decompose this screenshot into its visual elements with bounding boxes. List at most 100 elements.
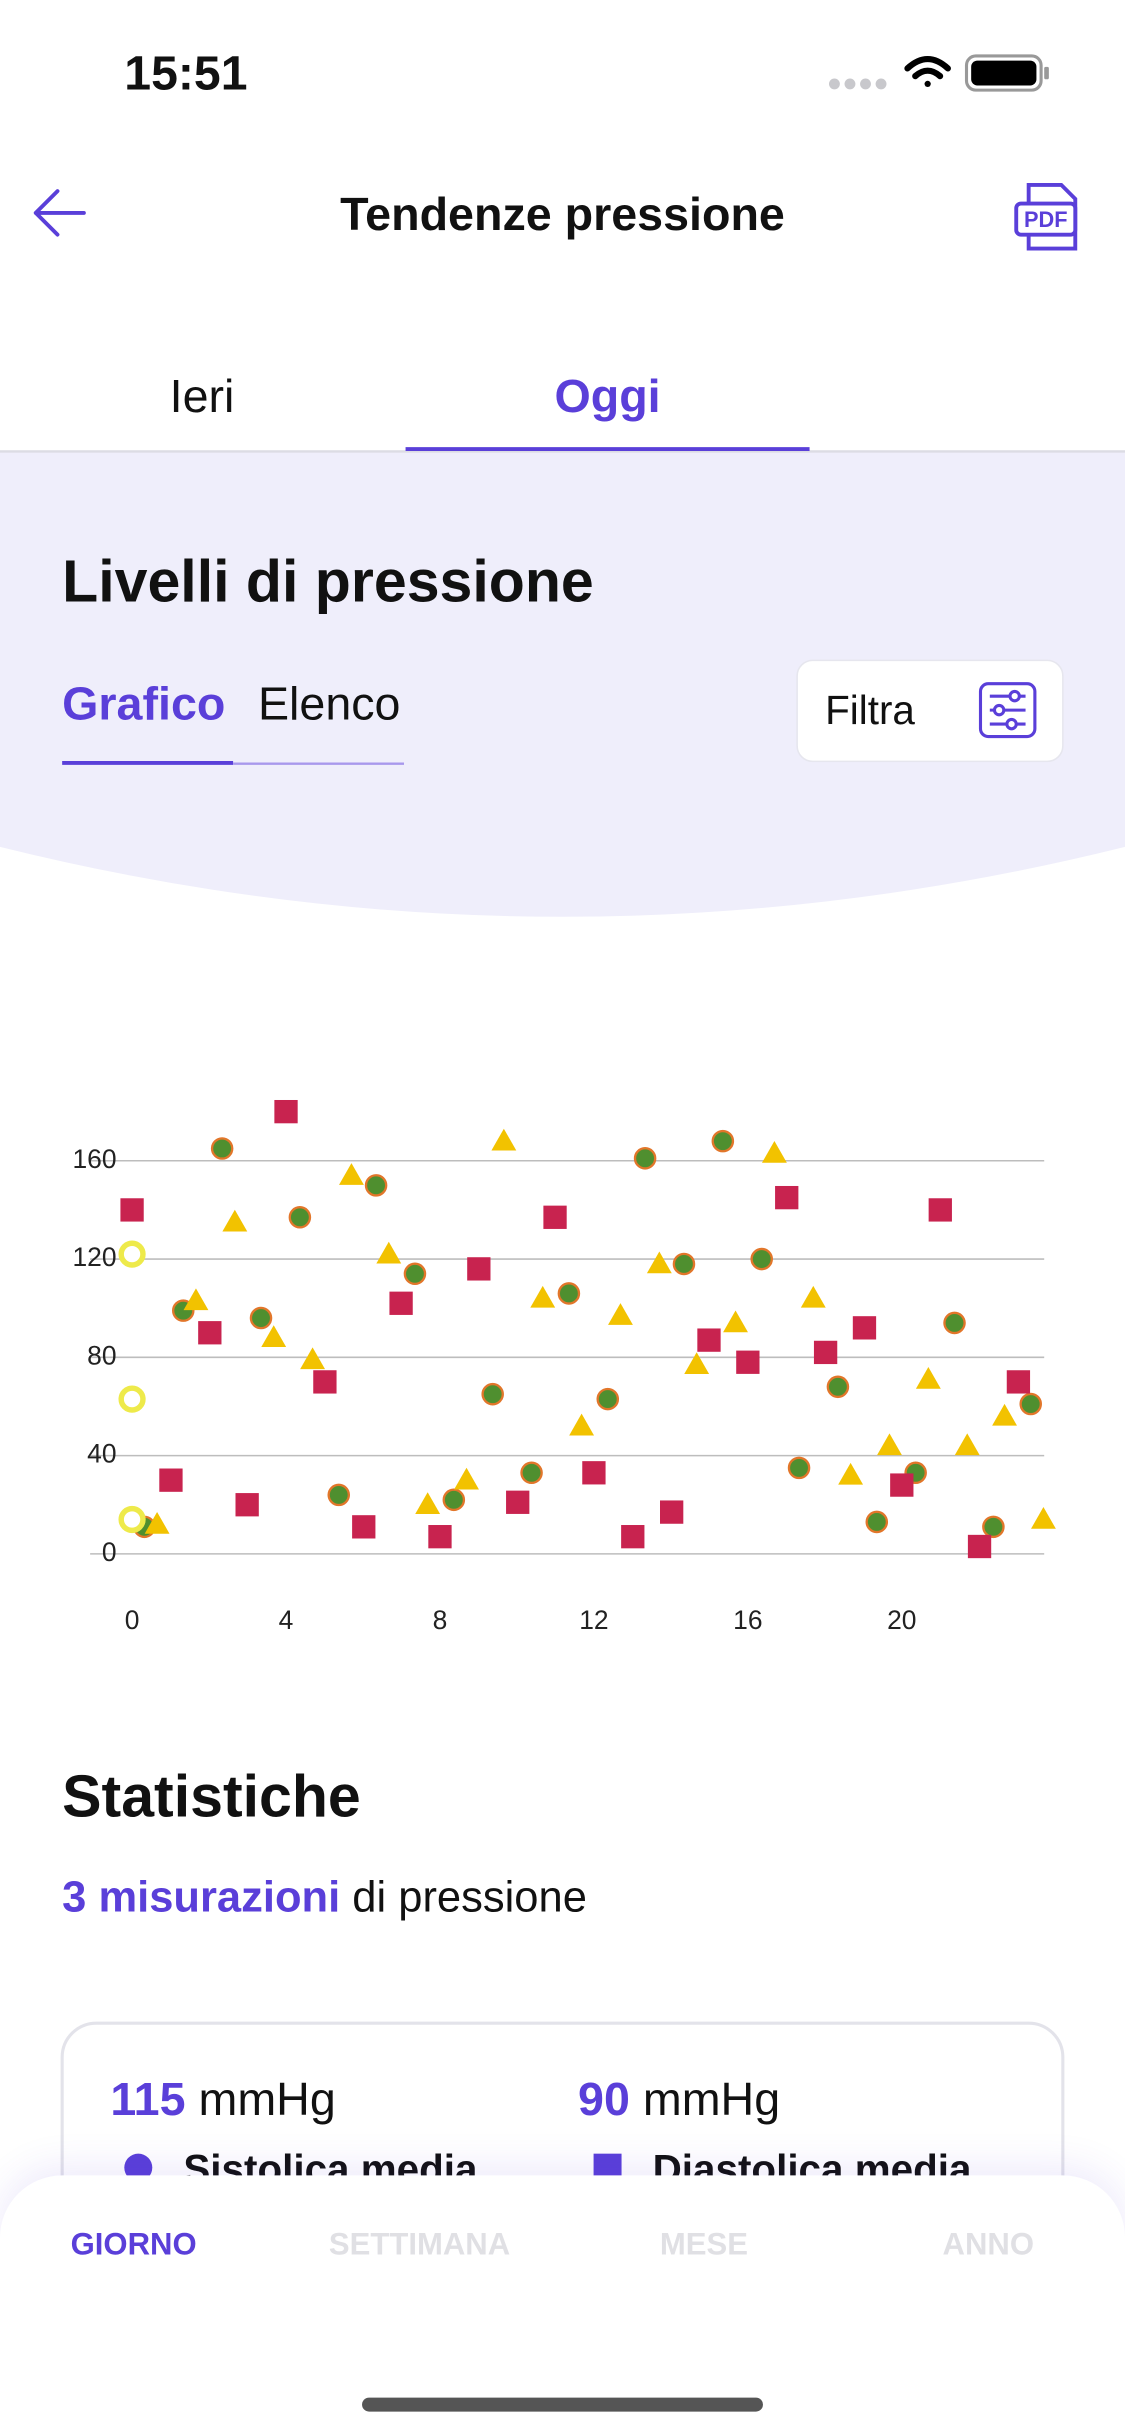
day-tab-active[interactable]: Oggi: [554, 371, 661, 423]
triangle-point: [915, 1367, 941, 1389]
count-highlight: 3 misurazioni: [62, 1872, 341, 1921]
triangle-point: [877, 1433, 902, 1456]
triangle-point: [183, 1288, 209, 1311]
circle-point: [249, 1306, 273, 1330]
square-point: [621, 1525, 645, 1549]
section-background: [0, 452, 1125, 917]
ring-point: [118, 1240, 146, 1268]
square-point: [313, 1370, 337, 1394]
triangle-point: [838, 1462, 864, 1485]
circle-point: [442, 1488, 466, 1512]
filter-icon: [978, 682, 1037, 739]
x-tick-label: 0: [125, 1605, 140, 1635]
period-tab[interactable]: ANNO: [942, 2228, 1035, 2263]
triangle-point: [992, 1403, 1017, 1426]
back-arrow[interactable]: [33, 189, 86, 237]
triangle-point: [684, 1352, 710, 1375]
y-tick-label: 120: [72, 1242, 116, 1272]
triangle-point: [415, 1492, 441, 1515]
square-point: [198, 1321, 222, 1345]
triangle-point: [222, 1209, 248, 1232]
triangle-point: [723, 1310, 748, 1333]
circle-point: [672, 1252, 696, 1276]
circle-point: [787, 1456, 811, 1480]
square-point: [775, 1185, 799, 1210]
circle-point: [481, 1382, 504, 1406]
triangle-point: [800, 1285, 826, 1308]
view-tab[interactable]: Elenco: [257, 679, 401, 731]
circle-point: [943, 1311, 966, 1335]
circle-point: [596, 1387, 620, 1411]
square-point: [1006, 1370, 1031, 1394]
triangle-point: [569, 1413, 595, 1436]
chart: 0 40 80 120 160 0 4 8 12 16 20: [72, 1099, 1056, 1635]
triangle-point: [261, 1325, 287, 1347]
period-tab-active[interactable]: GIORNO: [70, 2228, 197, 2263]
y-tick-label: 160: [72, 1144, 116, 1174]
triangle-point: [376, 1241, 402, 1264]
signal: [828, 78, 887, 90]
square-point: [428, 1525, 452, 1549]
circle-point: [865, 1510, 889, 1534]
pdf-icon[interactable]: [1014, 182, 1078, 251]
triangle-point: [491, 1128, 517, 1151]
circle-point: [982, 1515, 1005, 1539]
square-point: [274, 1099, 298, 1124]
square-point: [890, 1473, 914, 1497]
day-tab[interactable]: Ieri: [169, 371, 235, 423]
square-point: [389, 1291, 413, 1315]
triangle-point: [300, 1347, 326, 1370]
triangle-point: [608, 1303, 633, 1325]
x-tick-label: 12: [579, 1605, 608, 1635]
status-time: 15:51: [124, 45, 248, 101]
square-point: [543, 1205, 567, 1229]
battery: [964, 54, 1043, 92]
square-point: [736, 1350, 760, 1374]
x-tick-label: 16: [733, 1605, 762, 1635]
view-tab-active[interactable]: Grafico: [62, 679, 226, 731]
circle-point: [364, 1174, 388, 1197]
value: 90: [578, 2074, 630, 2126]
page-title: Tendenze pressione: [340, 189, 785, 241]
unit: mmHg: [198, 2074, 336, 2126]
triangle-point: [1030, 1507, 1056, 1529]
bottom-bar: [0, 2175, 1125, 2436]
ring-point: [118, 1505, 146, 1534]
unit: mmHg: [642, 2074, 781, 2126]
square-point: [467, 1257, 491, 1281]
filter-label[interactable]: Filtra: [825, 686, 915, 734]
circle-point: [1019, 1392, 1042, 1416]
square-point: [697, 1328, 721, 1352]
x-tick-label: 4: [279, 1605, 294, 1635]
systolic-bullet: [124, 2153, 153, 2182]
period-tab[interactable]: MESE: [659, 2228, 748, 2263]
y-tick-label: 40: [87, 1439, 116, 1469]
stats-title: Statistiche: [62, 1765, 361, 1831]
diastolic-value: 90 mmHg: [578, 2077, 780, 2125]
ring-point: [118, 1385, 146, 1413]
triangle-point: [646, 1251, 672, 1274]
triangle-point: [339, 1163, 364, 1185]
square-point: [159, 1468, 183, 1492]
triangle-point: [530, 1285, 556, 1308]
systolic-value: 115 mmHg: [110, 2077, 335, 2125]
y-tick-label: 80: [87, 1340, 116, 1370]
wifi: [904, 55, 951, 88]
battery-tip: [1044, 66, 1049, 80]
period-tab[interactable]: SETTIMANA: [328, 2228, 511, 2263]
circle-point: [403, 1262, 427, 1286]
square-point: [967, 1534, 992, 1559]
pdf-label[interactable]: PDF: [1024, 206, 1068, 232]
square-point: [120, 1198, 144, 1222]
circle-point: [826, 1375, 850, 1399]
x-tick-label: 20: [887, 1605, 916, 1635]
triangle-point: [454, 1467, 479, 1490]
home-indicator: [362, 2397, 763, 2412]
circle-point: [288, 1206, 312, 1229]
square-point: [813, 1340, 838, 1365]
section-title: Livelli di pressione: [62, 550, 594, 616]
circle-point: [557, 1282, 581, 1305]
circle-point: [750, 1247, 773, 1271]
y-tick-label: 0: [102, 1537, 117, 1567]
